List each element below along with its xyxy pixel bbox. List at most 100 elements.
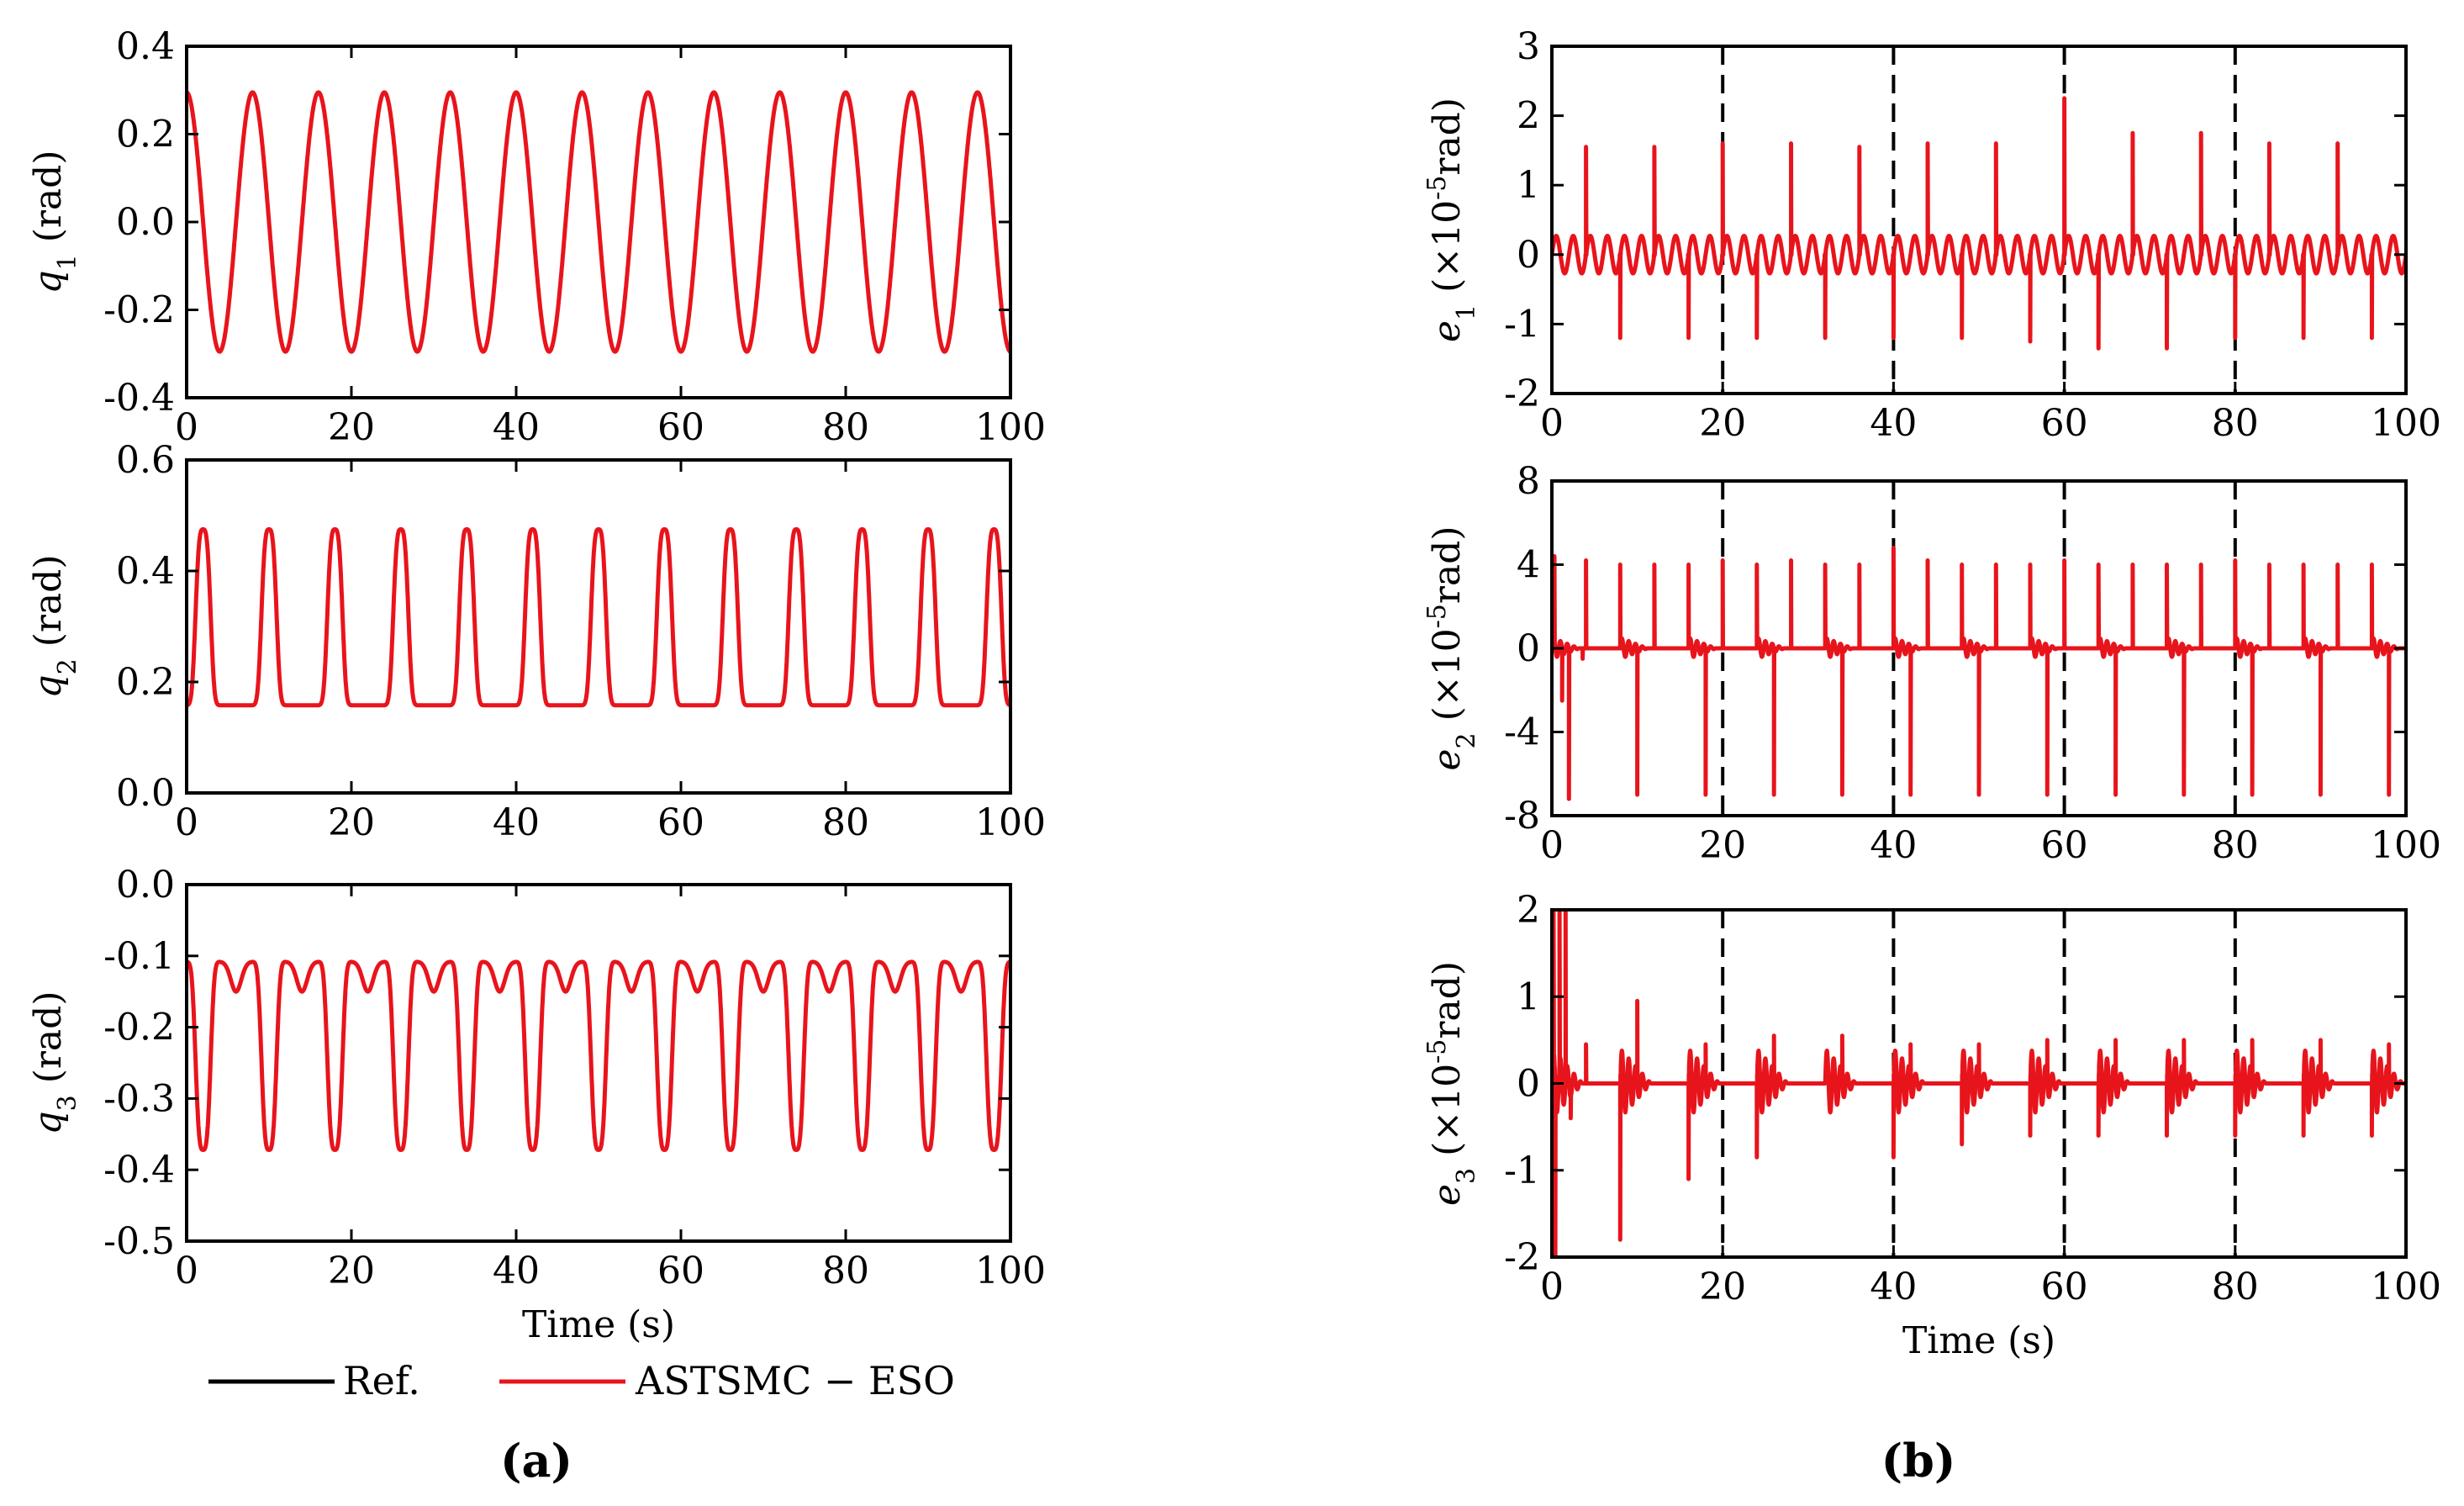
y-tick-label: 0 <box>1517 1063 1540 1106</box>
series-group <box>187 959 1010 1152</box>
y-tick-label: -4 <box>1504 711 1540 754</box>
x-tick-label: 80 <box>2212 402 2259 445</box>
y-label-tail: rad) <box>1426 526 1469 605</box>
x-tick-label: 40 <box>1870 402 1917 445</box>
y-axis-label: q1 (rad) <box>27 150 82 293</box>
y-axis-label: q3 (rad) <box>27 991 82 1134</box>
y-tick-label: 3 <box>1517 25 1540 68</box>
y-label-tail: rad) <box>1426 98 1469 176</box>
y-label-symbol: e <box>1426 1184 1469 1206</box>
y-label-exponent: -5 <box>1422 1039 1452 1064</box>
y-tick-label: 2 <box>1517 889 1540 932</box>
y-label-unit: (×10 <box>1426 1064 1469 1168</box>
x-tick-label: 80 <box>822 1250 869 1292</box>
y-tick-label: -2 <box>1504 373 1540 415</box>
x-tick-label: 60 <box>2041 824 2088 867</box>
x-tick-label: 0 <box>1540 402 1564 445</box>
y-label-subscript: 3 <box>53 1095 82 1111</box>
chart-q1: 0 20 40 60 80 100 -0.4 -0.2 0.0 0.2 0.4 q1 (rad) <box>27 25 1046 449</box>
y-axis-label: e1 (×10-5rad) <box>1422 98 1481 342</box>
x-tick-label: 60 <box>2041 402 2088 445</box>
x-tick-label: 0 <box>1540 1266 1564 1308</box>
y-tick-label: 8 <box>1517 460 1540 503</box>
x-tick-label: 80 <box>822 406 869 449</box>
x-tick-label: 40 <box>493 406 540 449</box>
y-tick-label: 1 <box>1517 164 1540 207</box>
x-tick-label: 100 <box>2371 824 2441 867</box>
y-tick-label: -0.2 <box>103 289 175 332</box>
y-tick-label: -0.3 <box>103 1077 175 1120</box>
x-tick-label: 20 <box>328 406 375 449</box>
y-label-subscript: 2 <box>1452 732 1481 748</box>
panel-b-label: (b) <box>1881 1434 1956 1488</box>
x-tick-label: 60 <box>2041 1266 2088 1308</box>
x-tick-label: 20 <box>328 801 375 844</box>
x-axis-label: Time (s) <box>522 1303 675 1346</box>
x-tick-label: 40 <box>493 1250 540 1292</box>
y-label-subscript: 2 <box>53 658 82 674</box>
x-tick-label: 80 <box>822 801 869 844</box>
y-tick-label: 0.0 <box>116 772 175 815</box>
series-line-q3 <box>187 959 1010 1152</box>
axes-frame <box>1550 45 2408 395</box>
x-axis-label: Time (s) <box>1902 1319 2055 1362</box>
y-tick-label: 0 <box>1517 627 1540 670</box>
chart-q2: 0 20 40 60 80 100 0.0 0.2 0.4 0.6 q2 (rad) <box>27 439 1046 844</box>
x-tick-label: 80 <box>2212 824 2259 867</box>
y-tick-label: -0.1 <box>103 935 175 978</box>
series-line-e1 <box>1552 96 2406 351</box>
series-group <box>187 90 1010 354</box>
series-line-e2 <box>1552 546 2406 801</box>
y-label-symbol: q <box>27 1111 70 1134</box>
y-tick-label: 0.6 <box>116 439 175 482</box>
x-tick-label: 0 <box>1540 824 1564 867</box>
y-tick-label: -0.4 <box>103 377 175 420</box>
chart-e2: 0 20 40 60 80 100 -8 -4 0 4 8 e2 (×10-5rad) <box>1422 460 2441 867</box>
x-tick-label: 100 <box>2371 1266 2441 1308</box>
x-tick-label: 80 <box>2212 1266 2259 1308</box>
y-tick-label: 0.0 <box>116 864 175 906</box>
y-label-unit: (rad) <box>27 150 70 254</box>
x-tick-label: 60 <box>657 801 704 844</box>
y-tick-label: -0.4 <box>103 1149 175 1192</box>
y-axis-label: e2 (×10-5rad) <box>1422 526 1481 771</box>
y-label-exponent: -5 <box>1422 604 1452 628</box>
y-label-unit: (×10 <box>1426 200 1469 304</box>
series-line-e3 <box>1552 910 2406 1257</box>
series-line-q2 <box>187 527 1010 708</box>
plots-layer: 0 20 40 60 80 100-0.4-0.20.00.20.4q1 (rad)0 20… <box>27 25 2441 1362</box>
x-tick-label: 40 <box>493 801 540 844</box>
x-tick-label: 0 <box>175 406 198 449</box>
x-tick-label: 0 <box>175 801 198 844</box>
x-tick-label: 100 <box>2371 402 2441 445</box>
series-line-q1 <box>187 90 1010 354</box>
x-tick-label: 100 <box>975 801 1046 844</box>
x-tick-label: 20 <box>328 1250 375 1292</box>
chart-e3: 0 20 40 60 80 100 -2 -1 0 1 2 e3 (×10-5rad) Time (s) <box>1422 889 2441 1362</box>
y-tick-label: -0.5 <box>103 1220 175 1263</box>
x-tick-label: 40 <box>1870 824 1917 867</box>
y-label-tail: rad) <box>1426 961 1469 1039</box>
x-tick-label: 100 <box>975 1250 1046 1292</box>
y-label-symbol: q <box>27 674 70 698</box>
y-label-unit: (×10 <box>1426 628 1469 732</box>
axes-frame <box>185 883 1012 1243</box>
legend-astsmc-label: ASTSMC − ESO <box>635 1358 955 1403</box>
x-tick-label: 40 <box>1870 1266 1917 1308</box>
y-tick-label: -1 <box>1504 1149 1540 1192</box>
y-tick-label: 0.2 <box>116 114 175 156</box>
y-label-exponent: -5 <box>1422 176 1452 200</box>
x-tick-label: 60 <box>657 1250 704 1292</box>
y-label-symbol: q <box>27 270 70 293</box>
x-tick-label: 100 <box>975 406 1046 449</box>
series-group <box>1552 546 2406 801</box>
series-group <box>187 527 1010 708</box>
y-tick-label: 4 <box>1517 544 1540 587</box>
y-label-subscript: 1 <box>53 254 82 270</box>
y-axis-label: e3 (×10-5rad) <box>1422 961 1481 1206</box>
y-label-subscript: 1 <box>1452 304 1481 320</box>
y-tick-label: 0.2 <box>116 661 175 704</box>
y-tick-label: -0.2 <box>103 1007 175 1049</box>
